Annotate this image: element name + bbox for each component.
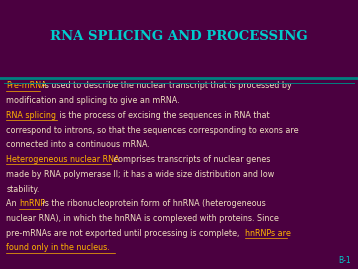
Text: modification and splicing to give an mRNA.: modification and splicing to give an mRN… [6,96,180,105]
Text: RNA splicing: RNA splicing [6,111,57,120]
Text: correspond to introns, so that the sequences corresponding to exons are: correspond to introns, so that the seque… [6,126,299,134]
Text: made by RNA polymerase II; it has a wide size distribution and low: made by RNA polymerase II; it has a wide… [6,170,275,179]
Text: B-1: B-1 [338,256,351,265]
Text: found only in the nucleus.: found only in the nucleus. [6,243,110,252]
Text: pre-mRNAs are not exported until processing is complete,: pre-mRNAs are not exported until process… [6,229,242,238]
Text: hnRNPs are: hnRNPs are [245,229,291,238]
Text: Pre-mRNA: Pre-mRNA [6,82,47,90]
Text: stability.: stability. [6,185,40,193]
Text: is the ribonucleoprotein form of hnRNA (heterogeneous: is the ribonucleoprotein form of hnRNA (… [40,199,266,208]
Text: is the process of excising the sequences in RNA that: is the process of excising the sequences… [57,111,269,120]
Text: RNA SPLICING AND PROCESSING: RNA SPLICING AND PROCESSING [50,30,308,43]
Text: nuclear RNA), in which the hnRNA is complexed with proteins. Since: nuclear RNA), in which the hnRNA is comp… [6,214,279,223]
Text: is used to describe the nuclear transcript that is processed by: is used to describe the nuclear transcri… [40,82,292,90]
Text: Heterogeneous nuclear RNA: Heterogeneous nuclear RNA [6,155,120,164]
Text: connected into a continuous mRNA.: connected into a continuous mRNA. [6,140,150,149]
Text: comprises transcripts of nuclear genes: comprises transcripts of nuclear genes [111,155,271,164]
Text: hnRNP: hnRNP [19,199,45,208]
Text: An: An [6,199,19,208]
